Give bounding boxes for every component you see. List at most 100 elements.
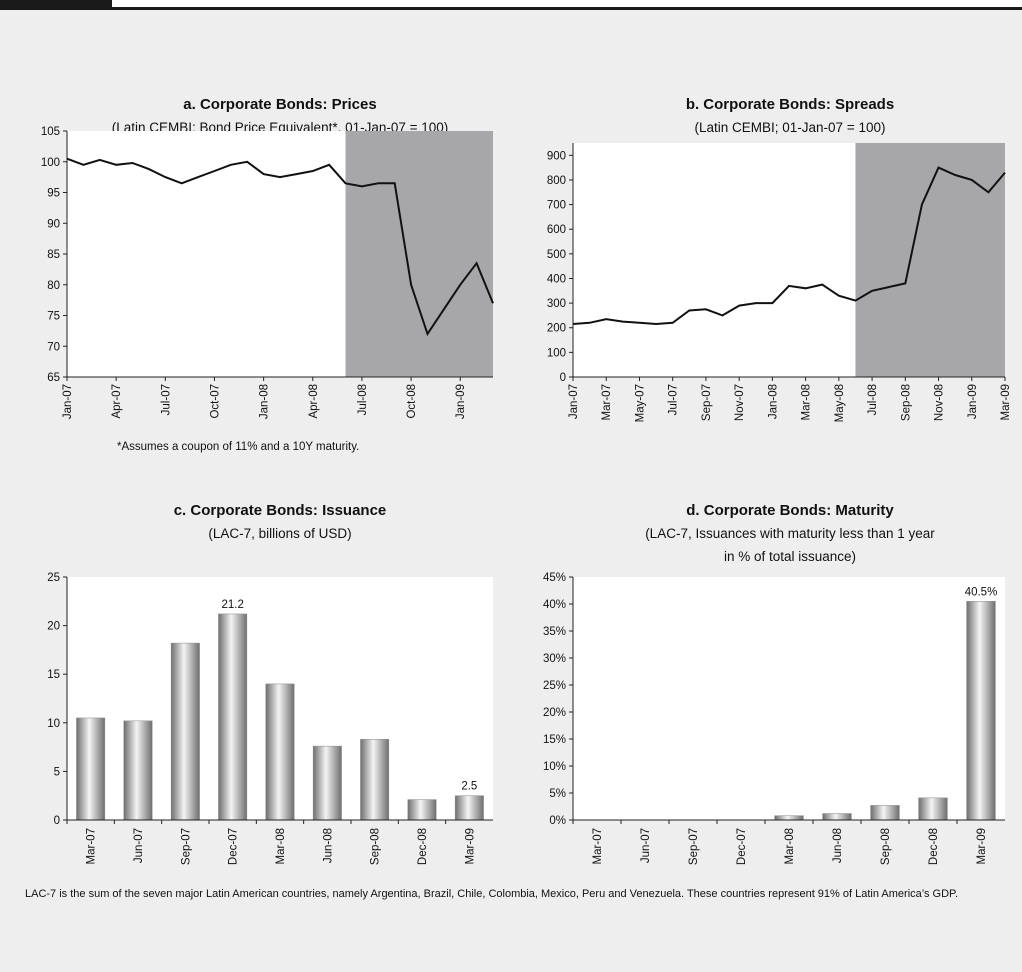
y-tick-label: 45%: [543, 572, 566, 584]
bar: [360, 739, 390, 821]
x-tick-label: May-07: [634, 384, 646, 422]
chart-note: *Assumes a coupon of 11% and a 10Y matur…: [117, 441, 359, 453]
y-tick-label: 105: [41, 126, 60, 138]
chart-title: c. Corporate Bonds: Issuance: [174, 502, 387, 519]
bar: [774, 815, 804, 821]
x-tick-label: Dec-08: [417, 828, 429, 865]
x-tick-label: Mar-08: [801, 384, 813, 420]
y-tick-label: 70: [47, 341, 60, 353]
x-tick-label: Jun-07: [640, 828, 652, 863]
chart-title: a. Corporate Bonds: Prices: [183, 96, 376, 113]
y-tick-label: 0: [54, 815, 60, 827]
y-tick-label: 90: [47, 218, 60, 230]
y-tick-label: 20%: [543, 707, 566, 719]
y-tick-label: 20: [47, 621, 60, 633]
x-tick-label: Sep-08: [900, 384, 912, 421]
x-tick-label: Apr-07: [111, 384, 123, 419]
y-tick-label: 15%: [543, 734, 566, 746]
plot-area: [573, 577, 1005, 820]
data-label: 2.5: [461, 781, 477, 793]
y-tick-label: 10%: [543, 761, 566, 773]
x-tick-label: Nov-08: [934, 384, 946, 421]
y-tick-label: 700: [547, 200, 566, 212]
x-tick-label: Jun-08: [832, 828, 844, 863]
data-label: 40.5%: [965, 586, 998, 598]
chart-title: d. Corporate Bonds: Maturity: [686, 502, 894, 519]
shaded-period: [345, 131, 493, 377]
x-tick-label: Mar-07: [86, 828, 98, 864]
x-tick-label: May-08: [834, 384, 846, 422]
line: [572, 166, 1006, 326]
bar: [218, 613, 248, 821]
x-tick-label: Mar-09: [1000, 384, 1012, 420]
bar: [76, 717, 106, 821]
x-tick-label: Mar-07: [592, 828, 604, 864]
y-tick-label: 800: [547, 175, 566, 187]
x-tick-label: Jan-08: [259, 384, 271, 419]
x-tick-label: Jun-08: [322, 828, 334, 863]
x-tick-label: Sep-08: [880, 828, 892, 865]
data-label: 21.2: [221, 599, 243, 611]
y-tick-label: 30%: [543, 653, 566, 665]
y-tick-label: 0: [560, 372, 566, 384]
bar: [822, 813, 852, 821]
x-tick-label: Mar-09: [976, 828, 988, 864]
x-tick-label: Jan-09: [455, 384, 467, 419]
x-tick-label: Dec-08: [928, 828, 940, 865]
y-tick-label: 35%: [543, 626, 566, 638]
chart-subtitle: (LAC-7, billions of USD): [208, 526, 351, 541]
x-tick-label: Sep-07: [701, 384, 713, 421]
y-tick-label: 5%: [549, 788, 566, 800]
bar: [407, 799, 437, 821]
chart-title: b. Corporate Bonds: Spreads: [686, 96, 894, 113]
x-tick-label: Jun-07: [133, 828, 145, 863]
bar: [170, 642, 200, 821]
y-tick-label: 400: [547, 273, 566, 285]
y-tick-label: 65: [47, 372, 60, 384]
x-tick-label: Sep-07: [688, 828, 700, 865]
y-tick-label: 300: [547, 298, 566, 310]
x-tick-label: Mar-09: [464, 828, 476, 864]
x-tick-label: Dec-07: [228, 828, 240, 865]
x-tick-label: Dec-07: [736, 828, 748, 865]
top-rule: [0, 7, 1022, 10]
bar: [454, 795, 484, 821]
y-tick-label: 85: [47, 249, 60, 261]
y-tick-label: 25: [47, 572, 60, 584]
x-tick-label: Nov-07: [734, 384, 746, 421]
x-tick-label: Mar-08: [784, 828, 796, 864]
y-tick-label: 5: [54, 766, 60, 778]
chart-subtitle: (LAC-7, Issuances with maturity less tha…: [645, 526, 935, 541]
bar: [918, 797, 948, 821]
x-tick-label: Oct-07: [209, 384, 221, 419]
y-tick-label: 900: [547, 150, 566, 162]
y-tick-label: 40%: [543, 599, 566, 611]
line: [66, 157, 494, 337]
shaded-period: [855, 143, 1005, 377]
y-tick-label: 80: [47, 280, 60, 292]
y-tick-label: 600: [547, 224, 566, 236]
y-tick-label: 0%: [549, 815, 566, 827]
chart-subtitle: (Latin CEMBI; 01-Jan-07 = 100): [695, 120, 886, 135]
x-tick-label: Apr-08: [308, 384, 320, 419]
bar: [265, 683, 295, 821]
y-tick-label: 15: [47, 669, 60, 681]
x-tick-label: Mar-08: [275, 828, 287, 864]
bar: [870, 805, 900, 821]
x-tick-label: Jan-07: [568, 384, 580, 419]
x-tick-label: Sep-08: [370, 828, 382, 865]
bar: [312, 745, 342, 821]
x-tick-label: Jul-08: [867, 384, 879, 415]
x-tick-label: Jan-07: [62, 384, 74, 419]
x-tick-label: Jul-07: [160, 384, 172, 415]
chart-subtitle: in % of total issuance): [724, 549, 856, 564]
bar: [123, 720, 153, 821]
x-tick-label: Sep-07: [180, 828, 192, 865]
x-tick-label: Mar-07: [601, 384, 613, 420]
x-tick-label: Jan-09: [967, 384, 979, 419]
y-tick-label: 200: [547, 323, 566, 335]
y-tick-label: 100: [41, 157, 60, 169]
x-tick-label: Oct-08: [406, 384, 418, 419]
y-tick-label: 10: [47, 718, 60, 730]
